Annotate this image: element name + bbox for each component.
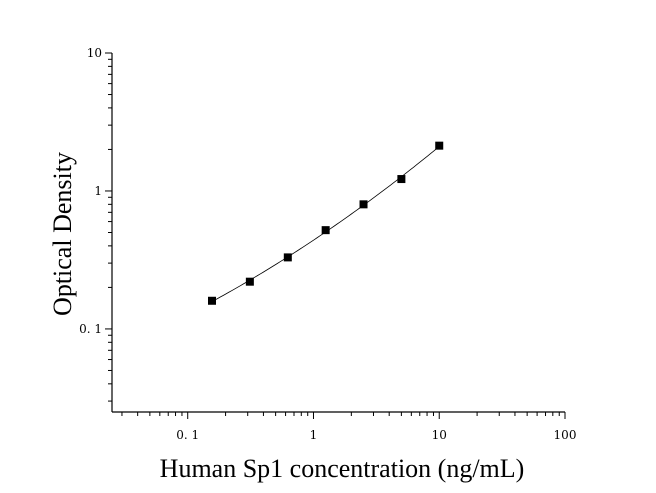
data-point xyxy=(359,200,368,209)
data-point xyxy=(397,175,406,184)
data-point xyxy=(245,277,254,286)
x-axis-title: Human Sp1 concentration (ng/mL) xyxy=(160,454,525,483)
data-point xyxy=(321,226,330,235)
x-tick-label: 0. 1 xyxy=(176,428,199,442)
y-tick-label: 1 xyxy=(94,184,102,198)
y-tick-label: 0. 1 xyxy=(79,322,102,336)
data-point xyxy=(283,253,292,262)
data-point xyxy=(208,296,217,305)
data-points xyxy=(208,141,444,305)
x-tick-label: 1 xyxy=(310,428,318,442)
ticks: 0. 1 1 10 100 0. 1 1 10 xyxy=(79,46,576,442)
x-tick-label: 100 xyxy=(554,428,577,442)
x-tick-label: 10 xyxy=(432,428,447,442)
y-tick-label: 10 xyxy=(87,46,102,60)
axes xyxy=(111,53,565,413)
data-point xyxy=(435,141,444,150)
y-axis-title: Optical Density xyxy=(48,152,77,316)
